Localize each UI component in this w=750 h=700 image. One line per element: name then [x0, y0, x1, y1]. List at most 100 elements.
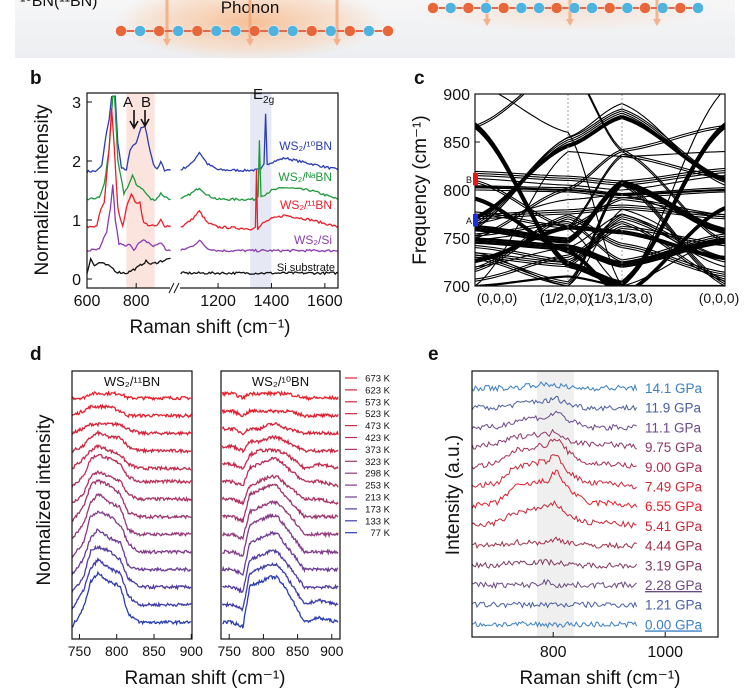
axis-break-icon	[168, 282, 180, 294]
arrow-head	[483, 19, 491, 26]
arrow-down-icon	[129, 110, 150, 130]
series-line	[180, 239, 339, 253]
y-axis-title: Intensity (a.u.)	[443, 435, 464, 555]
phonon-band	[475, 116, 725, 220]
phonon-band	[497, 94, 722, 286]
e2g-sub: 2g	[263, 95, 274, 106]
legend-label: 173 K	[365, 504, 390, 515]
boron-atom	[153, 25, 165, 37]
series-label: 0.00 GPa	[645, 617, 703, 632]
x-tick-label: 800	[123, 293, 150, 310]
pressure-trace	[471, 600, 638, 609]
legend-label: 253 K	[365, 481, 390, 492]
k-point-label: (1/2,0,0)	[540, 290, 592, 306]
boron-atom	[305, 25, 318, 37]
x-tick-label: 800	[105, 643, 129, 659]
boron-atom	[382, 25, 394, 37]
panel-label-d: d	[30, 344, 42, 365]
e2g-base: E	[253, 86, 263, 103]
series-label: WS₂/Si	[294, 233, 332, 247]
x-tick-label: 900	[180, 643, 204, 659]
pressure-trace	[471, 500, 637, 529]
nitrogen-atom	[568, 2, 581, 14]
arrow-head	[333, 39, 341, 46]
y-tick-label: 800	[443, 183, 470, 200]
phonon-band	[475, 194, 725, 229]
nitrogen-atom	[692, 2, 704, 14]
nitrogen-atom	[134, 25, 146, 37]
temperature-trace	[71, 570, 192, 628]
isotope-label: ¹⁰BN(¹¹BN)	[20, 0, 98, 10]
phonon-band	[475, 151, 725, 286]
series-label: 6.55 GPa	[645, 499, 703, 514]
pressure-trace	[471, 438, 637, 470]
annotation-b: B	[141, 94, 151, 111]
nitrogen-atom	[533, 2, 545, 14]
legend-label: 673 K	[365, 374, 390, 385]
phonon-band	[475, 182, 725, 285]
boron-atom	[550, 2, 563, 14]
boron-atom	[674, 2, 687, 14]
arrow-head	[566, 19, 574, 26]
series-label: WS₂/¹¹BN	[280, 198, 332, 212]
series-label: Si substrate	[277, 262, 335, 274]
nitrogen-atom	[172, 25, 184, 37]
series-label: 11.9 GPa	[645, 401, 702, 416]
boron-atom	[248, 25, 261, 37]
legend-label: 623 K	[365, 385, 390, 396]
top-schematic: ¹⁰BN(¹¹BN) Phonon	[15, 0, 735, 60]
phonon-band	[475, 227, 725, 263]
legend-label: 573 K	[365, 397, 390, 408]
k-point-label: (0,0,0)	[699, 290, 739, 306]
nitrogen-atom	[267, 25, 280, 37]
atom-chains	[115, 0, 704, 46]
y-tick-label: 850	[443, 135, 470, 152]
subplot-title: WS₂/¹⁰BN	[252, 374, 309, 389]
panel-c: c 700 750 800 850 900 (0,0,0) (1/2,0,0)(1/3,1/…	[410, 68, 739, 306]
mode-marker	[473, 172, 478, 186]
x-tick-label: 850	[286, 643, 310, 659]
k-point-label: (0,0,0)	[477, 290, 517, 306]
boron-atom	[115, 25, 127, 37]
series-line	[86, 95, 171, 174]
series-label: 5.41 GPa	[645, 519, 703, 534]
temperature-trace	[221, 390, 339, 402]
pressure-trace	[471, 469, 638, 510]
plot-frame	[86, 92, 339, 289]
series-label: 2.28 GPa	[645, 578, 703, 593]
x-tick-label: 900	[320, 643, 344, 659]
series-line	[180, 140, 339, 202]
phonon-band	[475, 185, 725, 195]
pressure-trace	[471, 410, 637, 432]
x-tick-label: 1600	[307, 293, 343, 310]
annotation-a: A	[123, 94, 133, 111]
series-label: 9.00 GPa	[645, 460, 703, 475]
series-label: 7.49 GPa	[645, 480, 703, 495]
nitrogen-atom	[621, 2, 634, 14]
temperature-trace	[71, 429, 192, 455]
subplot-title: WS₂/¹¹BN	[104, 374, 160, 389]
phonon-band	[475, 181, 725, 242]
temperature-trace	[71, 557, 192, 610]
panel-d: d WS₂/¹¹BN 750 800 850 900 WS₂/¹⁰BN 750 800 850 9…	[30, 344, 391, 689]
series-label: 9.75 GPa	[645, 440, 703, 455]
y-axis-title: Frequency (cm⁻¹)	[410, 115, 431, 264]
y-axis-title: Normalized intensity	[32, 104, 53, 276]
nitrogen-atom	[286, 25, 299, 37]
x-tick-label: 1000	[647, 644, 683, 661]
nitrogen-atom	[480, 2, 492, 14]
phonon-band	[475, 94, 725, 153]
temperature-trace	[222, 512, 339, 558]
y-axis-title: Normalized intensity	[34, 414, 55, 586]
arrow-head	[163, 39, 171, 46]
temperature-trace	[221, 456, 339, 488]
phonon-band	[475, 167, 725, 182]
legend-label: 213 K	[365, 493, 390, 504]
legend-label: 323 K	[365, 457, 390, 468]
series-line	[86, 256, 171, 275]
boron-atom	[191, 25, 204, 37]
phonon-band	[475, 184, 725, 286]
boron-atom	[497, 2, 510, 14]
